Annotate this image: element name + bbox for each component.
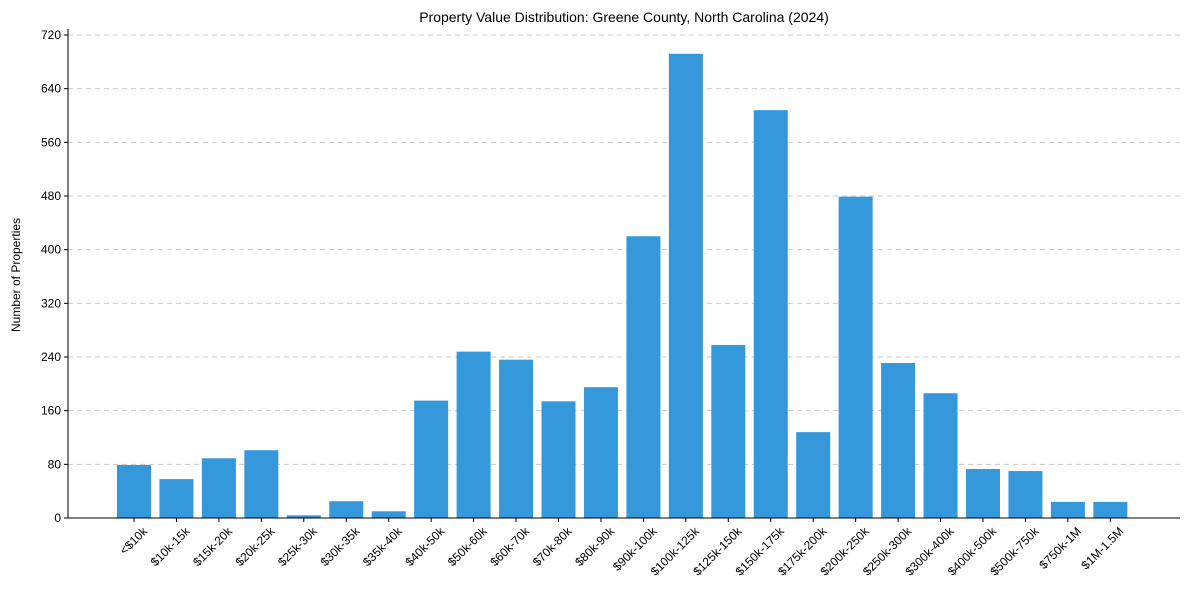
bar-8 bbox=[456, 351, 491, 518]
x-tick-label: $20k-25k bbox=[233, 524, 279, 570]
gridlines bbox=[68, 34, 1180, 465]
bar-15 bbox=[753, 110, 788, 518]
bar-10 bbox=[541, 401, 576, 518]
y-tick-label: 240 bbox=[41, 350, 61, 364]
bar-3 bbox=[244, 450, 279, 518]
bar-4 bbox=[286, 515, 321, 518]
x-tick-label: $50k-60k bbox=[445, 524, 491, 570]
bar-12 bbox=[626, 236, 661, 518]
y-tick-label: 720 bbox=[41, 28, 61, 42]
bar-11 bbox=[583, 387, 618, 518]
y-tick-label: 640 bbox=[41, 82, 61, 96]
bar-6 bbox=[371, 511, 406, 518]
x-tick-label: $25k-30k bbox=[275, 524, 321, 570]
y-tick-label: 480 bbox=[41, 189, 61, 203]
bar-2 bbox=[201, 458, 236, 518]
bar-5 bbox=[329, 501, 364, 518]
y-tick-label: 0 bbox=[54, 511, 61, 525]
y-tick-label: 320 bbox=[41, 296, 61, 310]
y-ticks: 0 80 160 240 320 400 480 560 640 720 bbox=[41, 28, 68, 525]
bar-0 bbox=[117, 465, 151, 518]
chart-title: Property Value Distribution: Greene Coun… bbox=[419, 9, 829, 25]
bar-22 bbox=[1050, 501, 1085, 518]
y-tick-label: 80 bbox=[48, 457, 62, 471]
axes bbox=[67, 29, 1180, 519]
x-tick-label: $60k-70k bbox=[487, 524, 533, 570]
bar-13 bbox=[668, 53, 703, 519]
x-tick-label: $30k-35k bbox=[318, 524, 364, 570]
bar-1 bbox=[159, 479, 194, 518]
bar-16 bbox=[796, 432, 831, 518]
x-tick-label: $35k-40k bbox=[360, 524, 406, 570]
bar-19 bbox=[923, 393, 958, 518]
x-tick-label: $40k-50k bbox=[402, 524, 448, 570]
x-ticks: <$10k$10k-15k$15k-20k$20k-25k$25k-30k$30… bbox=[117, 518, 1126, 578]
bar-20 bbox=[966, 469, 1000, 518]
bar-7 bbox=[414, 400, 449, 518]
x-tick-label: $70k-80k bbox=[530, 524, 576, 570]
x-tick-label: $15k-20k bbox=[190, 524, 236, 570]
y-tick-label: 400 bbox=[41, 243, 61, 257]
x-tick-label: $1M-1.5M bbox=[1078, 524, 1126, 572]
bar-18 bbox=[881, 363, 916, 518]
bar-23 bbox=[1093, 501, 1128, 518]
bar-17 bbox=[838, 196, 873, 518]
y-tick-label: 560 bbox=[41, 135, 61, 149]
x-tick-label: $750k-1M bbox=[1036, 524, 1084, 572]
bar-14 bbox=[711, 344, 746, 518]
bar-21 bbox=[1008, 471, 1043, 518]
x-tick-label: $10k-15k bbox=[148, 524, 194, 570]
bars bbox=[117, 53, 1128, 519]
y-axis-label: Number of Properties bbox=[9, 218, 23, 332]
x-tick-label: <$10k bbox=[117, 524, 151, 558]
bar-9 bbox=[499, 359, 534, 518]
y-tick-label: 160 bbox=[41, 404, 61, 418]
